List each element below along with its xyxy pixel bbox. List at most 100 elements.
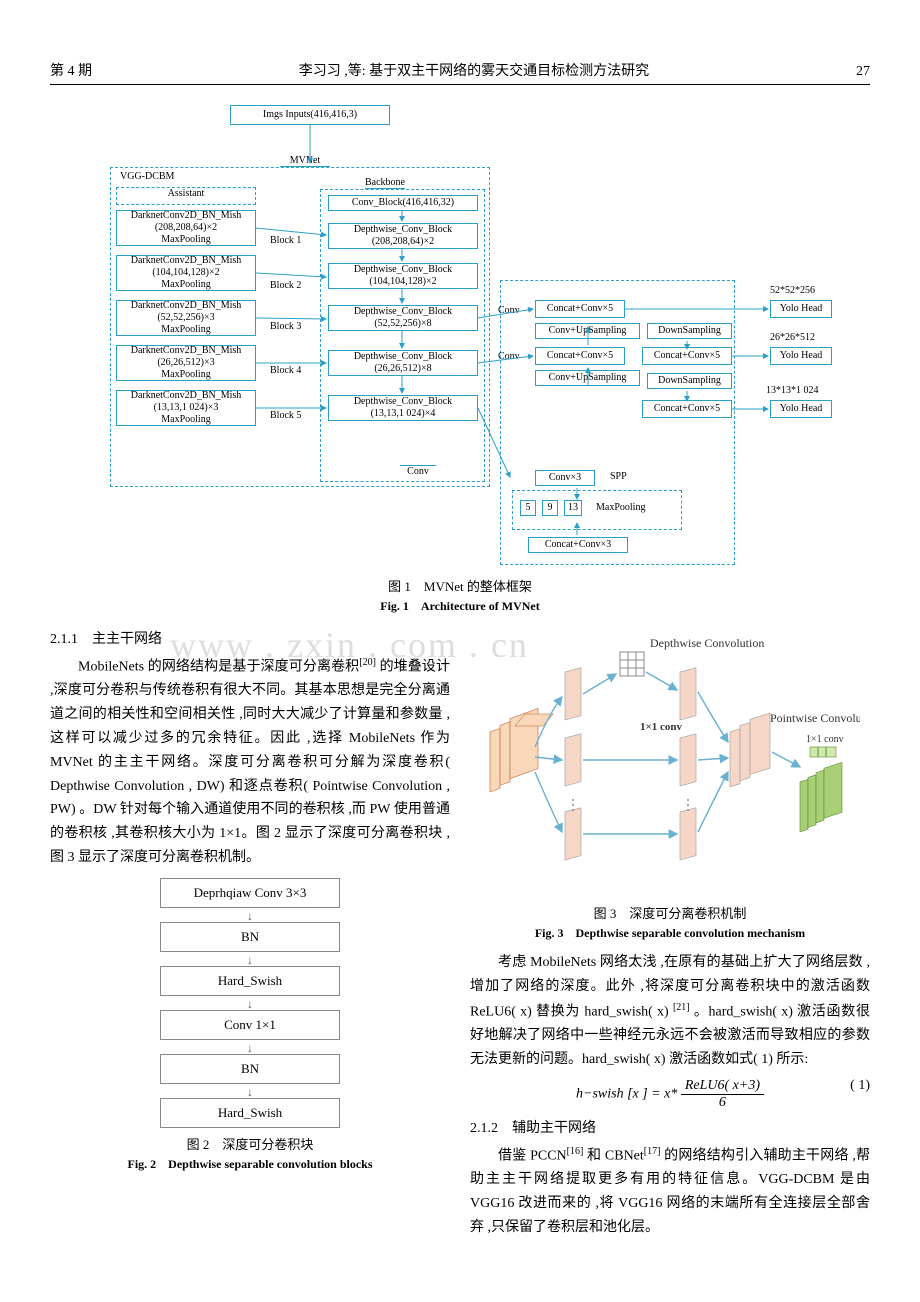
section-2-1-2: 2.1.2 辅助主干网络	[470, 1117, 870, 1137]
p3-a: 借鉴 PCCN	[498, 1148, 567, 1163]
fig1-vgg-dcbm: VGG-DCBM	[120, 171, 174, 182]
fig1-convup-b: Conv+UpSampling	[535, 370, 640, 386]
fig1-yolo-head-2: Yolo Head	[770, 347, 832, 365]
fig1-mvnet-label: MVNet	[280, 155, 330, 167]
fig2-row-0: Deprhqiaw Conv 3×3	[160, 878, 340, 908]
page-number: 27	[856, 64, 870, 80]
fig1-outdim-3: 13*13*1 024	[766, 385, 819, 396]
paragraph-2: 考虑 MobileNets 网络太浅 ,在原有的基础上扩大了网络层数 ,增加了网…	[470, 951, 870, 1072]
figure-2: Deprhqiaw Conv 3×3 BN Hard_Swish Conv 1×…	[50, 878, 450, 1172]
arrow-down-icon	[160, 908, 340, 922]
fig2-row-3: Conv 1×1	[160, 1010, 340, 1040]
arrow-down-icon	[160, 952, 340, 966]
issue-label: 第 4 期	[50, 60, 92, 80]
fig1-concat5-c: Concat+Conv×5	[642, 347, 732, 365]
fig1-vgg-row-2: DarknetConv2D_BN_Mish (104,104,128)×2 Ma…	[116, 255, 256, 291]
fig3-ellipsis	[572, 799, 689, 811]
fig1-depth-row-1: Depthwise_Conv_Block (208,208,64)×2	[328, 223, 478, 249]
fig3-conv11-b: 1×1 conv	[806, 734, 844, 745]
paper-title: 李习习 ,等: 基于双主干网络的雾天交通目标检测方法研究	[92, 60, 856, 80]
fig1-block-1: Block 1	[270, 235, 301, 246]
fig3-svg: Depthwise Convolution Pointwise Convolut…	[480, 632, 860, 892]
fig1-conv-l1: Conv	[498, 305, 520, 316]
fig3-split-1	[565, 668, 581, 720]
fig3-pw-kernel	[810, 747, 836, 757]
ref-20: [20]	[359, 657, 376, 668]
fig3-split-3	[565, 808, 581, 860]
fig3-output-stack	[800, 762, 842, 832]
fig2-row-5: Hard_Swish	[160, 1098, 340, 1128]
fig1-depth-row-3: Depthwise_Conv_Block (52,52,256)×8	[328, 305, 478, 331]
fig1-vgg-row-3: DarknetConv2D_BN_Mish (52,52,256)×3 MaxP…	[116, 300, 256, 336]
fig2-row-4: BN	[160, 1054, 340, 1084]
fig1-conv3: Conv×3	[535, 470, 595, 486]
fig1-vgg-row-1: DarknetConv2D_BN_Mish (208,208,64)×2 Max…	[116, 210, 256, 246]
fig1-vgg-row-5: DarknetConv2D_BN_Mish (13,13,1 024)×3 Ma…	[116, 390, 256, 426]
fig1-block-5: Block 5	[270, 410, 301, 421]
p1-b: 的堆叠设计 ,深度可分卷积与传统卷积有很大不同。其基本思想是完全分离通道之间的相…	[50, 660, 450, 865]
eq1-top: ReLU6( x+3)	[681, 1078, 764, 1095]
fig1-depth-row-4: Depthwise_Conv_Block (26,26,512)×8	[328, 350, 478, 376]
fig1-down-b: DownSampling	[647, 373, 732, 389]
fig1-concat5-d: Concat+Conv×5	[642, 400, 732, 418]
fig1-down-a: DownSampling	[647, 323, 732, 339]
fig1-yolo-head-1: Yolo Head	[770, 300, 832, 318]
fig2-caption-cn: 图 2 深度可分卷积块	[50, 1134, 450, 1153]
fig1-caption-cn: 图 1 MVNet 的整体框架	[50, 576, 870, 595]
fig1-concat5-a: Concat+Conv×5	[535, 300, 625, 318]
fig3-conv11-a: 1×1 conv	[640, 721, 683, 733]
fig1-spp-9: 9	[542, 500, 558, 516]
fig1-assistant-label: Assistant	[168, 188, 205, 199]
fig3-dwout-3	[680, 808, 696, 860]
fig1-outdim-2: 26*26*512	[770, 332, 815, 343]
fig1-concat5-b: Concat+Conv×5	[535, 347, 625, 365]
fig1-spp-13: 13	[564, 500, 582, 516]
equation-1: h−swish [x ] = x* ReLU6( x+3) 6 ( 1)	[470, 1078, 870, 1111]
fig1-conv-block: Conv_Block(416,416,32)	[328, 195, 478, 211]
fig1-depth-row-5: Depthwise_Conv_Block (13,13,1 024)×4	[328, 395, 478, 421]
fig3-dwout-2	[680, 734, 696, 786]
fig3-input-stack	[490, 709, 553, 792]
fig1-vgg-row-4: DarknetConv2D_BN_Mish (26,26,512)×3 MaxP…	[116, 345, 256, 381]
fig1-outdim-1: 52*52*256	[770, 285, 815, 296]
fig1-conv-l2: Conv	[498, 351, 520, 362]
fig1-convup-a: Conv+UpSampling	[535, 323, 640, 339]
fig1-depth-row-2: Depthwise_Conv_Block (104,104,128)×2	[328, 263, 478, 289]
ref-16: [16]	[567, 1146, 584, 1157]
fig1-spp-5: 5	[520, 500, 536, 516]
figure-1: Imgs Inputs(416,416,3) MVNet VGG-DCBM Ba…	[50, 105, 870, 614]
fig1-block-4: Block 4	[270, 365, 301, 376]
fig1-yolo-head-3: Yolo Head	[770, 400, 832, 418]
fig1-spp-label: SPP	[610, 471, 627, 482]
arrow-down-icon	[160, 1084, 340, 1098]
fig1-concat3: Concat+Conv×3	[528, 537, 628, 553]
fig1-conv-l3: Conv	[400, 465, 436, 477]
fig3-caption-en: Fig. 3 Depthwise separable convolution m…	[470, 924, 870, 941]
fig1-backbone: Backbone	[365, 177, 405, 189]
fig3-split-2	[565, 734, 581, 786]
eq1-bot: 6	[681, 1095, 764, 1111]
fig3-pointwise-label: Pointwise Convolution	[770, 711, 860, 725]
fig1-input: Imgs Inputs(416,416,3)	[230, 105, 390, 125]
paragraph-3: 借鉴 PCCN[16] 和 CBNet[17] 的网络结构引入辅助主干网络 ,帮…	[470, 1143, 870, 1240]
fig1-assistant-box: Assistant	[116, 187, 256, 205]
page-header: 第 4 期 李习习 ,等: 基于双主干网络的雾天交通目标检测方法研究 27	[50, 60, 870, 85]
figure-3: Depthwise Convolution Pointwise Convolut…	[470, 632, 870, 941]
section-2-1-1: 2.1.1 主主干网络	[50, 628, 450, 648]
fig3-dwout-1	[680, 668, 696, 720]
fig2-row-2: Hard_Swish	[160, 966, 340, 996]
fig1-block-3: Block 3	[270, 321, 301, 332]
fig3-depthwise-label: Depthwise Convolution	[650, 636, 764, 650]
fig1-maxpool: MaxPooling	[596, 502, 645, 513]
p1-a: MobileNets 的网络结构是基于深度可分离卷积	[78, 660, 359, 675]
fig3-intermediate	[730, 713, 770, 787]
ref-21: [21]	[673, 1002, 690, 1013]
eq1-lhs: h−swish [x ] = x*	[576, 1086, 681, 1101]
fig2-caption-en: Fig. 2 Depthwise separable convolution b…	[50, 1155, 450, 1172]
fig3-dw-kernel	[620, 652, 644, 676]
p3-b: 和 CBNet	[583, 1148, 643, 1163]
ref-17: [17]	[644, 1146, 661, 1157]
arrow-down-icon	[160, 996, 340, 1010]
eq1-num: ( 1)	[850, 1078, 870, 1094]
fig1-caption-en: Fig. 1 Architecture of MVNet	[50, 597, 870, 614]
